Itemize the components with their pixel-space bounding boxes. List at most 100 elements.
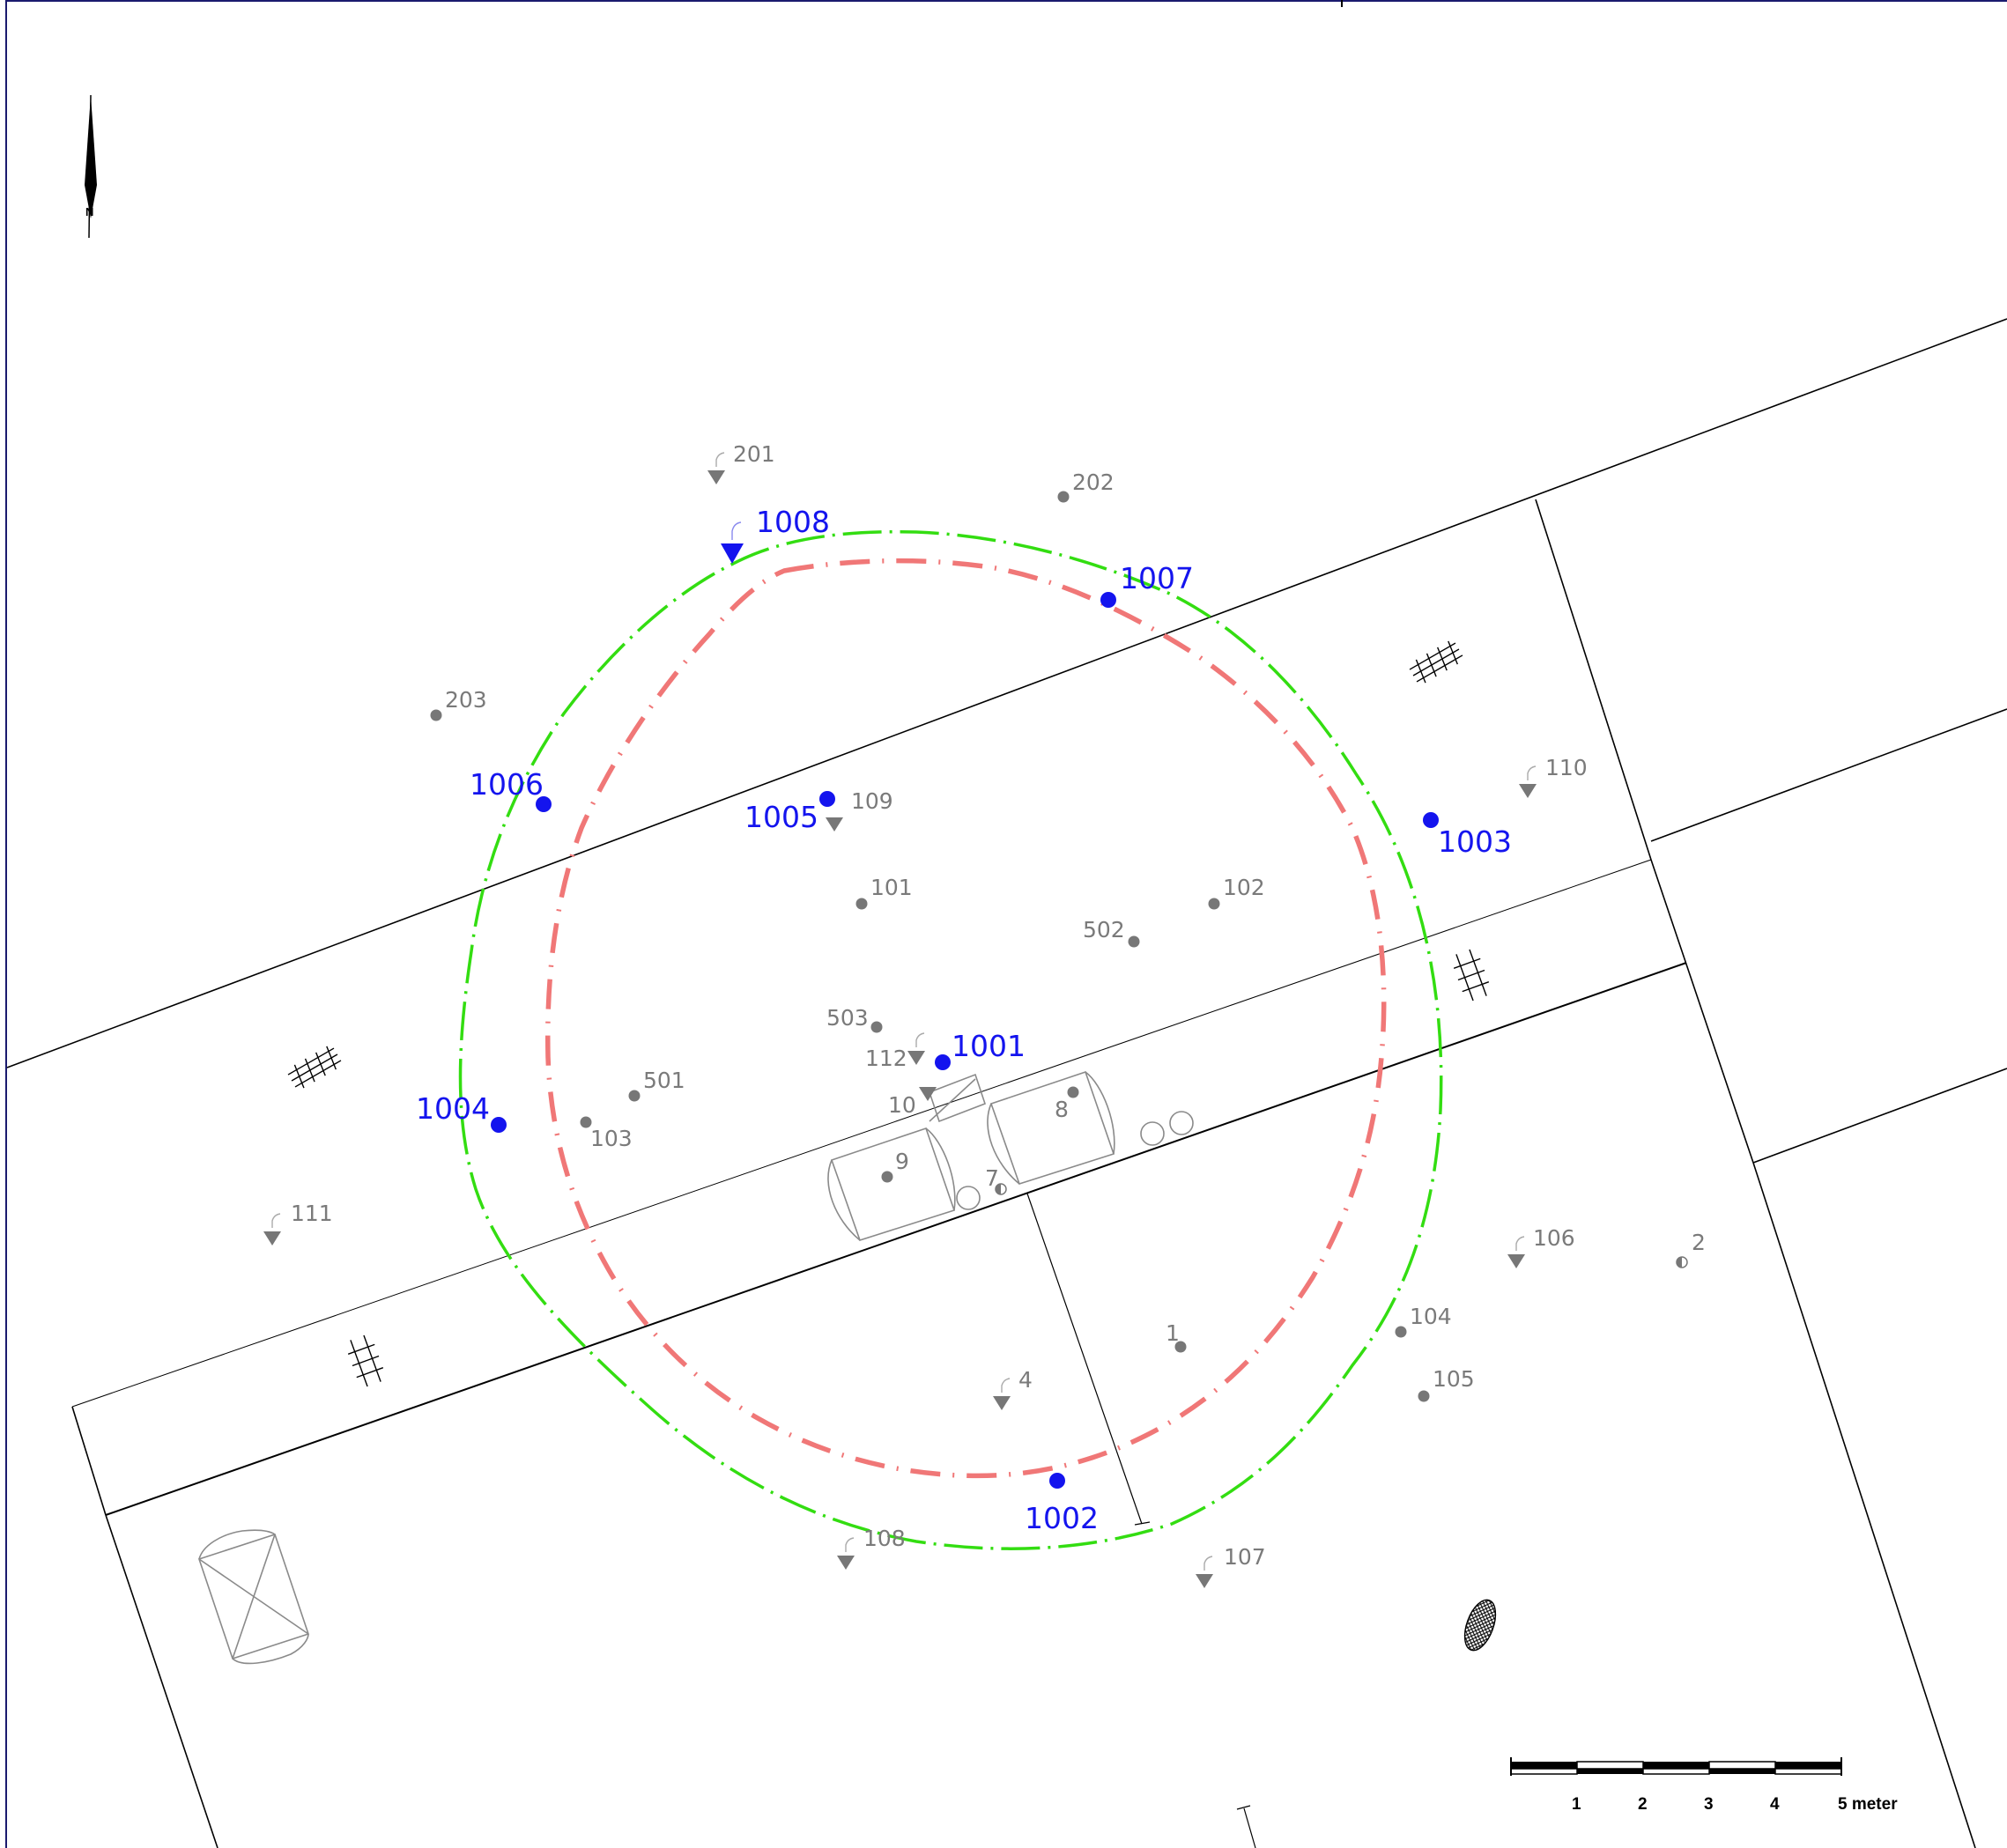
- survey-point-502: 502: [1083, 917, 1140, 948]
- survey-point-105: 105: [1418, 1366, 1475, 1402]
- trench-edge-right-a: [1535, 499, 1652, 861]
- survey-point-203: 203: [430, 687, 487, 721]
- survey-point-label: 107: [1224, 1544, 1266, 1570]
- control-point-label: 1003: [1438, 824, 1512, 859]
- survey-points: 201 202 203 109 1 10 101 102 502: [263, 441, 1706, 1588]
- survey-point-label: 503: [826, 1005, 869, 1031]
- survey-point-201: 201: [707, 441, 775, 484]
- outer-boundary-line: [458, 529, 1443, 1550]
- survey-point-label: 109: [851, 788, 893, 814]
- north-label: N: [85, 205, 93, 218]
- feature-box-10: [928, 1073, 987, 1123]
- survey-point-202: 202: [1057, 469, 1115, 503]
- survey-point-label: 103: [590, 1126, 633, 1151]
- control-point-label: 1006: [470, 767, 544, 802]
- survey-point-112: 112: [865, 1032, 925, 1071]
- survey-point-104: 104: [1395, 1304, 1452, 1338]
- survey-point-108: 108: [837, 1526, 906, 1570]
- brick-icon: [1453, 949, 1490, 1002]
- scale-tick-label: 1: [1572, 1795, 1581, 1814]
- scale-segment-lower: [1642, 1768, 1710, 1775]
- control-point-label: 1005: [744, 800, 818, 834]
- scale-segment: [1511, 1762, 1577, 1769]
- survey-point-4: 4: [993, 1367, 1033, 1410]
- control-point-1003: 1003: [1423, 812, 1512, 859]
- feature-ring: [956, 1186, 981, 1210]
- trench-line-right-a: [1650, 708, 2007, 842]
- survey-point-label: 202: [1072, 469, 1115, 495]
- section-line-end: [1134, 1521, 1151, 1526]
- survey-point-106: 106: [1507, 1225, 1575, 1268]
- survey-point-label: 104: [1410, 1304, 1452, 1329]
- brick-icon: [287, 1046, 342, 1089]
- survey-point-label: 2: [1692, 1230, 1706, 1255]
- survey-point-1: 1: [1166, 1320, 1187, 1353]
- control-point-label: 1001: [952, 1029, 1026, 1063]
- north-arrow-icon: N: [85, 94, 97, 239]
- survey-point-label: 106: [1533, 1225, 1575, 1251]
- trench-line-right-b: [1752, 1068, 2007, 1164]
- control-point-1001: 1001: [935, 1029, 1026, 1070]
- survey-point-10: 10: [888, 1087, 937, 1118]
- survey-point-label: 8: [1055, 1097, 1069, 1122]
- section-line-bottom-end: [1236, 1805, 1251, 1810]
- survey-point-label: 502: [1083, 917, 1125, 942]
- survey-point-label: 9: [895, 1149, 909, 1174]
- trench-edge-right-b: [1650, 859, 1754, 1164]
- feature-ring: [1140, 1121, 1165, 1146]
- trench-line-thin: [71, 859, 1652, 1408]
- survey-point-label: 111: [291, 1201, 333, 1226]
- features: [197, 1070, 1194, 1665]
- trench-line-middle: [105, 962, 1687, 1516]
- scale-segment: [1708, 1761, 1776, 1770]
- control-point-label: 1007: [1120, 561, 1194, 595]
- brick-icon: [347, 1334, 384, 1387]
- control-point-label: 1004: [416, 1091, 490, 1126]
- survey-point-111: 111: [263, 1201, 333, 1246]
- survey-point-label: 112: [865, 1046, 907, 1071]
- survey-point-102: 102: [1208, 875, 1265, 910]
- control-point-1002: 1002: [1025, 1473, 1099, 1535]
- scale-segment-lower: [1510, 1768, 1578, 1775]
- section-line-bottom: [1243, 1807, 1256, 1848]
- feature-cylinder-9: [827, 1127, 956, 1241]
- survey-point-label: 105: [1433, 1366, 1475, 1392]
- survey-point-107: 107: [1196, 1544, 1266, 1588]
- survey-point-109: 109: [826, 788, 893, 832]
- survey-point-label: 10: [888, 1092, 916, 1118]
- survey-point-8: 8: [1055, 1086, 1079, 1122]
- survey-point-103: 103: [580, 1116, 633, 1151]
- survey-point-label: 102: [1223, 875, 1265, 900]
- control-point-1006: 1006: [470, 767, 552, 812]
- control-points: 1001 1002 1003 1004 1005 1006 1007: [416, 505, 1512, 1535]
- scale-segment-lower: [1774, 1768, 1842, 1775]
- scale-tick-label: 2: [1638, 1795, 1648, 1814]
- scale-tick-label: 4: [1770, 1795, 1780, 1814]
- survey-point-label: 1: [1166, 1320, 1180, 1346]
- scale-segment-lower: [1577, 1769, 1643, 1774]
- scale-tick-label: 3: [1704, 1795, 1714, 1814]
- section-line: [1026, 1193, 1143, 1525]
- survey-point-label: 4: [1018, 1367, 1033, 1393]
- scale-bar: 1 2 3 4 5 meter: [1510, 1757, 1898, 1814]
- trench-edge-right-c: [1752, 1162, 1976, 1848]
- survey-point-503: 503: [826, 1005, 883, 1033]
- feature-crate: [197, 1529, 310, 1665]
- survey-point-9: 9: [881, 1149, 909, 1183]
- survey-point-label: 108: [863, 1526, 906, 1551]
- feature-ring: [1169, 1111, 1194, 1135]
- control-point-1008: 1008: [721, 505, 830, 564]
- trench-edge-bottom-left: [105, 1514, 218, 1848]
- survey-point-label: 101: [870, 875, 913, 900]
- survey-point-7: 7: [985, 1165, 1007, 1195]
- brick-symbols: [287, 640, 1490, 1387]
- scale-segment: [1775, 1762, 1841, 1769]
- trench-end-left: [71, 1406, 107, 1516]
- trench-line-upper: [6, 318, 2007, 1068]
- feature-cylinder-8: [987, 1070, 1115, 1185]
- survey-point-101: 101: [855, 875, 913, 910]
- scale-segment-lower: [1709, 1769, 1775, 1774]
- control-point-1004: 1004: [416, 1091, 507, 1133]
- control-point-1005: 1005: [744, 791, 835, 834]
- survey-point-501: 501: [628, 1068, 685, 1102]
